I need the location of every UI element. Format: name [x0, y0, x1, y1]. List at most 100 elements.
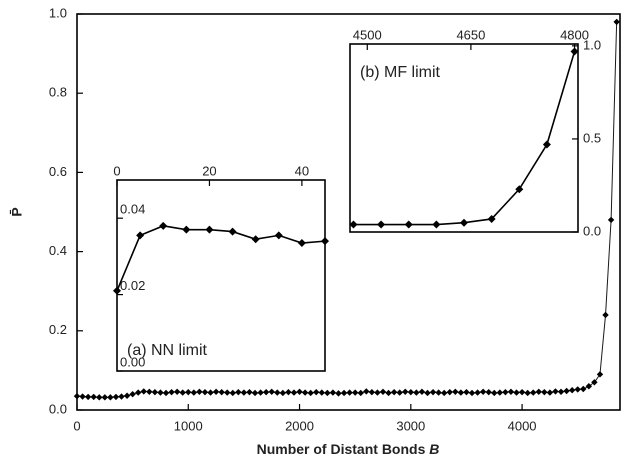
x-tick-label: 4650	[456, 27, 485, 42]
data-point	[290, 389, 298, 396]
data-point	[568, 387, 576, 394]
data-point	[268, 388, 275, 395]
data-point	[557, 388, 565, 395]
data-point	[515, 185, 524, 194]
data-point	[118, 393, 125, 400]
x-axis-label: Number of Distant Bonds B	[257, 441, 440, 457]
data-point	[224, 389, 231, 396]
data-point	[357, 389, 364, 397]
x-tick-label: 0	[113, 163, 120, 178]
data-point	[113, 286, 121, 295]
x-tick-label: 40	[295, 163, 309, 178]
data-point	[552, 388, 559, 395]
data-point	[570, 47, 579, 56]
data-point	[363, 388, 370, 395]
data-point	[162, 389, 170, 397]
data-point	[179, 389, 186, 396]
data-point	[146, 388, 153, 395]
data-point	[246, 388, 253, 396]
data-point	[491, 389, 498, 397]
annotation: (b) MF limit	[360, 64, 441, 81]
data-point	[73, 392, 81, 400]
x-tick-label: 4500	[353, 27, 382, 42]
x-axis-variable: B	[429, 441, 439, 457]
data-point	[580, 385, 587, 393]
data-point	[607, 216, 615, 224]
data-point	[228, 227, 237, 236]
data-point	[190, 389, 198, 396]
data-point	[377, 220, 386, 229]
data-point	[262, 388, 270, 396]
data-point	[390, 388, 398, 396]
data-point	[404, 220, 413, 229]
data-point	[460, 218, 468, 227]
data-point	[432, 220, 441, 229]
data-point	[235, 388, 242, 396]
x-tick-label: 3000	[396, 418, 425, 433]
data-point	[351, 389, 359, 396]
data-point	[196, 388, 203, 395]
x-tick-label: 4800	[560, 27, 589, 42]
data-point	[340, 389, 348, 397]
data-point	[324, 389, 331, 397]
data-point	[136, 231, 145, 240]
data-point	[151, 388, 159, 396]
data-point	[297, 239, 306, 248]
x-tick-label: 2000	[285, 418, 314, 433]
y-tick-label: 0.6	[49, 164, 67, 179]
data-point	[502, 388, 509, 396]
data-point	[90, 393, 97, 401]
data-point	[563, 387, 570, 395]
data-point	[329, 389, 337, 396]
data-point	[129, 390, 136, 398]
data-point	[585, 383, 593, 390]
data-point	[535, 388, 542, 395]
data-point	[396, 389, 403, 396]
data-point	[240, 389, 248, 396]
y-tick-label: 0.04	[120, 202, 145, 217]
data-point	[474, 389, 481, 396]
data-point	[530, 389, 537, 396]
data-point	[602, 311, 609, 319]
annotation: (a) NN limit	[127, 342, 208, 359]
y-tick-label: 0.2	[49, 322, 67, 337]
data-point	[251, 389, 259, 397]
y-tick-label: 1.0	[49, 5, 67, 20]
data-point	[542, 140, 551, 149]
y-tick-label: 0.0	[49, 401, 67, 416]
x-axis-label-text: Number of Distant Bonds	[257, 441, 426, 457]
data-point	[613, 18, 620, 26]
data-point	[218, 388, 225, 396]
y-tick-label: 0.0	[583, 223, 601, 238]
data-point	[96, 394, 103, 401]
data-point	[335, 390, 342, 397]
data-point	[159, 221, 168, 230]
data-point	[79, 393, 86, 400]
data-point	[435, 389, 442, 396]
data-point	[134, 389, 142, 396]
data-point	[173, 388, 181, 395]
y-tick-label: 0.02	[120, 278, 145, 293]
y-tick-label: 0.4	[49, 243, 67, 258]
data-point	[274, 231, 283, 240]
y-tick-label: 0.8	[49, 85, 67, 100]
data-point	[296, 388, 303, 395]
data-point	[185, 388, 192, 396]
x-tick-label: 4000	[508, 418, 537, 433]
data-point	[574, 386, 581, 393]
data-point	[123, 392, 131, 399]
data-point	[452, 388, 459, 395]
data-point	[418, 388, 426, 395]
data-point	[279, 389, 287, 397]
data-point	[229, 389, 236, 397]
data-point	[140, 388, 147, 395]
data-point	[457, 389, 465, 396]
plot-frame	[349, 43, 579, 233]
data-point	[413, 389, 420, 396]
data-point	[513, 389, 520, 396]
data-point	[84, 393, 92, 401]
data-point	[485, 388, 492, 396]
data-point	[463, 388, 470, 396]
data-point	[201, 388, 209, 396]
